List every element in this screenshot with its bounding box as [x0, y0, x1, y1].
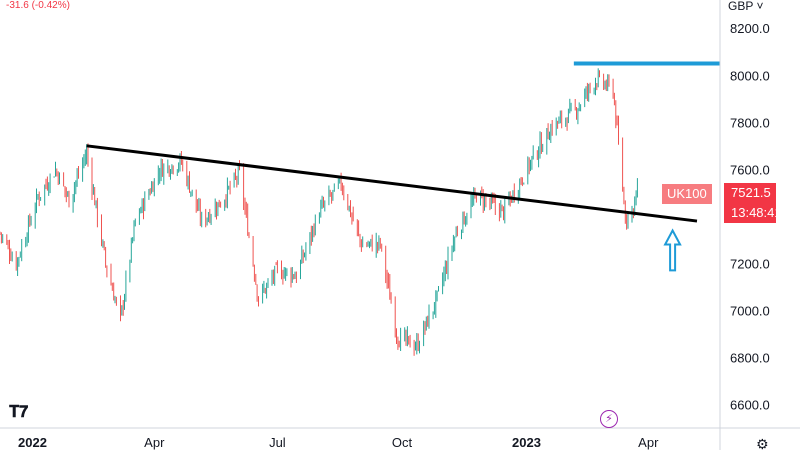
- price-tick-label: 8200.0: [730, 21, 770, 36]
- time-tick-label: Apr: [144, 435, 165, 450]
- price-tick-label: 7000.0: [730, 303, 770, 318]
- annotation-layer: [86, 61, 720, 272]
- time-tick-label: Apr: [638, 435, 659, 450]
- price-tick-label: 7200.0: [730, 256, 770, 271]
- price-tick-label: 6800.0: [730, 351, 770, 366]
- symbol-badge: UK100: [662, 184, 712, 204]
- chevron-down-icon: ˅: [756, 0, 764, 13]
- price-tick-label: 8000.0: [730, 68, 770, 83]
- price-change-label: -31.6 (-0.42%): [6, 0, 70, 11]
- time-tick-label: Jul: [269, 435, 286, 450]
- currency-label: GBP: [728, 0, 754, 13]
- time-axis[interactable]: 2022 Apr Jul Oct 2023 Apr: [18, 435, 659, 450]
- tradingview-logo-icon[interactable]: 𝐓𝟕: [9, 404, 29, 421]
- time-tick-label: 2023: [512, 435, 541, 450]
- bar-countdown: 13:48:41: [731, 205, 782, 220]
- currency-selector[interactable]: GBP ˅: [728, 0, 763, 13]
- lightning-icon[interactable]: ⚡: [600, 410, 618, 428]
- last-price-badge: 7521.5 13:48:41: [724, 183, 782, 223]
- price-tick-label: 6600.0: [730, 398, 770, 413]
- up-arrow-icon[interactable]: [663, 228, 682, 272]
- time-tick-label: Oct: [392, 435, 413, 450]
- gear-icon[interactable]: ⚙: [756, 436, 769, 452]
- candles-layer: [0, 68, 638, 356]
- price-axis[interactable]: 6600.06800.07000.07200.07400.07600.07800…: [730, 21, 770, 412]
- time-tick-label: 2022: [18, 435, 47, 450]
- price-tick-label: 7600.0: [730, 162, 770, 177]
- price-tick-label: 7800.0: [730, 115, 770, 130]
- last-price: 7521.5: [731, 185, 771, 200]
- trend-line[interactable]: [86, 144, 698, 223]
